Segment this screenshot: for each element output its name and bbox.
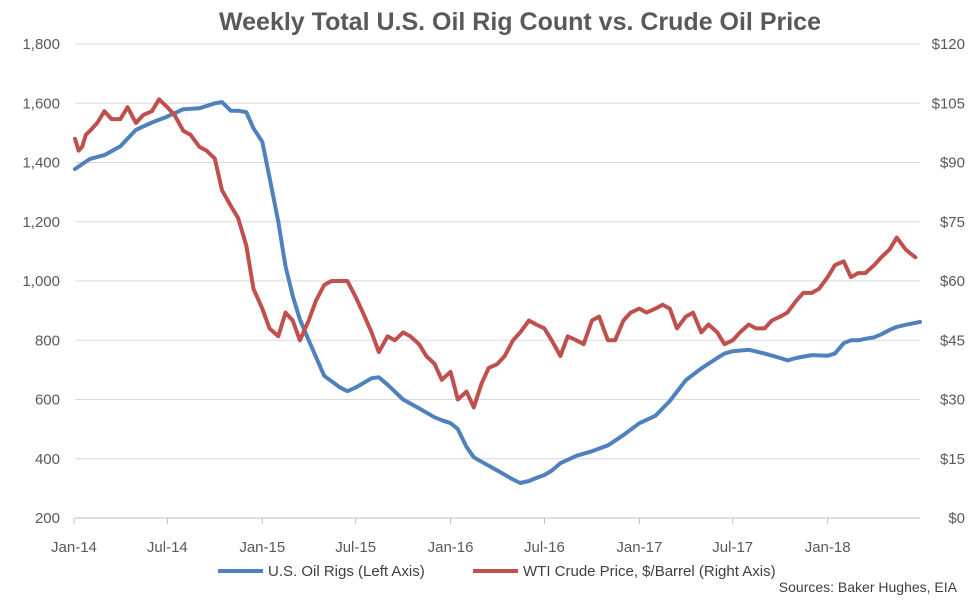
x-axis: Jan-14 Jul-14 Jan-15 Jul-15 Jan-16 Jul-16 Jan-…	[51, 517, 920, 556]
x-tick-label: Jan-15	[239, 539, 285, 556]
y-left-tick-label: 1,600	[22, 95, 60, 112]
source-note: Sources: Baker Hughes, EIA	[779, 579, 958, 595]
y-left-tick-label: 400	[35, 451, 60, 468]
y-right-tick-label: $0	[948, 510, 965, 527]
y-left-tick-label: 200	[35, 510, 60, 527]
x-tick-label: Jan-17	[616, 539, 662, 556]
legend: U.S. Oil Rigs (Left Axis) WTI Crude Price…	[218, 563, 776, 580]
chart-title: Weekly Total U.S. Oil Rig Count vs. Crud…	[219, 8, 821, 36]
x-tick-label: Jul-17	[712, 539, 753, 556]
y-left-tick-label: 1,800	[22, 36, 60, 53]
y-right-tick-label: $75	[940, 214, 965, 231]
y-left-tick-label: 1,200	[22, 214, 60, 231]
x-tick-label: Jan-16	[428, 539, 474, 556]
series-line-oil-rigs	[73, 100, 922, 485]
y-right-tick-label: $90	[940, 155, 965, 172]
legend-label: U.S. Oil Rigs (Left Axis)	[268, 563, 425, 580]
legend-label: WTI Crude Price, $/Barrel (Right Axis)	[523, 563, 776, 580]
y-axis-right: $0 $15 $30 $45 $60 $75 $90 $105 $120	[932, 36, 965, 527]
y-right-tick-label: $60	[940, 273, 965, 290]
y-right-tick-label: $120	[932, 36, 965, 53]
x-tick-label: Jul-14	[147, 539, 188, 556]
y-right-tick-label: $105	[932, 95, 965, 112]
series-line-wti-price	[73, 97, 918, 410]
y-right-tick-label: $15	[940, 451, 965, 468]
y-right-tick-label: $45	[940, 332, 965, 349]
x-tick-label: Jan-14	[51, 539, 97, 556]
y-left-tick-label: 800	[35, 332, 60, 349]
x-tick-label: Jul-15	[335, 539, 376, 556]
series-lines	[73, 97, 922, 485]
y-left-tick-label: 1,000	[22, 273, 60, 290]
y-left-tick-label: 1,400	[22, 155, 60, 172]
y-left-tick-label: 600	[35, 392, 60, 409]
y-right-tick-label: $30	[940, 392, 965, 409]
y-axis-left: 200 400 600 800 1,000 1,200 1,400 1,600 1,800	[22, 36, 60, 527]
x-tick-label: Jul-16	[524, 539, 565, 556]
x-tick-label: Jan-18	[805, 539, 851, 556]
